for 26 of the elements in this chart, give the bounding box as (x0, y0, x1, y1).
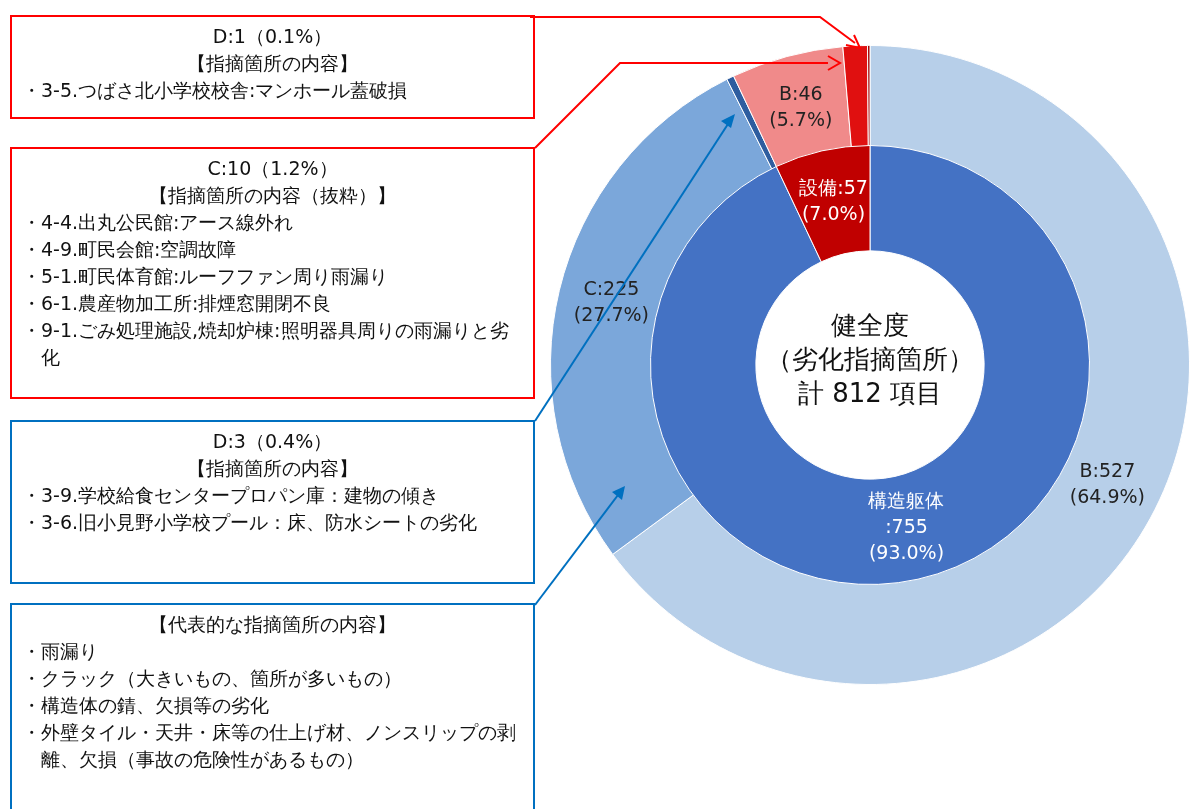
text: ・3-9.学校給食センタープロパン庫：建物の傾き (22, 483, 441, 508)
slice-label: B:46 (5.7%) (769, 82, 833, 131)
text: ・4-9.町民会館:空調故障 (22, 237, 238, 262)
text: 計 812 項目 (796, 377, 944, 410)
text: D:3（0.4%） (211, 429, 334, 454)
text: 【代表的な指摘箇所の内容】 (148, 612, 397, 637)
text: D:1（0.1%） (211, 24, 334, 49)
data-label: :755 (93.0%) (868, 514, 945, 563)
slice-label: B:527 (64.9%) (1069, 458, 1145, 507)
text: ・外壁タイル・天井・床等の仕上げ材、ノンスリップの剥離、欠損（事故の危険性があるもの） (22, 720, 517, 772)
text: ・構造体の錆、欠損等の劣化 (22, 693, 270, 718)
text: ・雨漏り (22, 639, 99, 664)
text: ・4-4.出丸公民館:アース線外れ (22, 210, 295, 235)
text: ・3-6.旧小見野小学校プール：床、防水シートの劣化 (22, 510, 479, 535)
text: 【指摘箇所の内容】 (186, 456, 359, 481)
slice-label: 構造躯体 (868, 488, 945, 511)
text: 【指摘箇所の内容】 (186, 51, 359, 76)
text: ・6-1.農産物加工所:排煙窓開閉不良 (22, 291, 333, 316)
text: ・3-5.つばさ北小学校校舎:マンホール蓋破損 (22, 78, 409, 103)
text: ・クラック（大きいもの、箇所が多いもの） (22, 666, 403, 691)
text: ・5-1.町民体育館:ルーフファン周り雨漏り (22, 264, 390, 289)
text: 【指摘箇所の内容（抜粋）】 (148, 183, 397, 208)
text: C:10（1.2%） (206, 156, 339, 181)
text: 健全度（劣化指摘箇所） (765, 309, 975, 376)
text: ・9-1.ごみ処理施設,焼却炉棟:照明器具周りの雨漏りと劣化 (22, 318, 510, 370)
slice-label: 設備:57 (7.0%) (799, 176, 868, 225)
